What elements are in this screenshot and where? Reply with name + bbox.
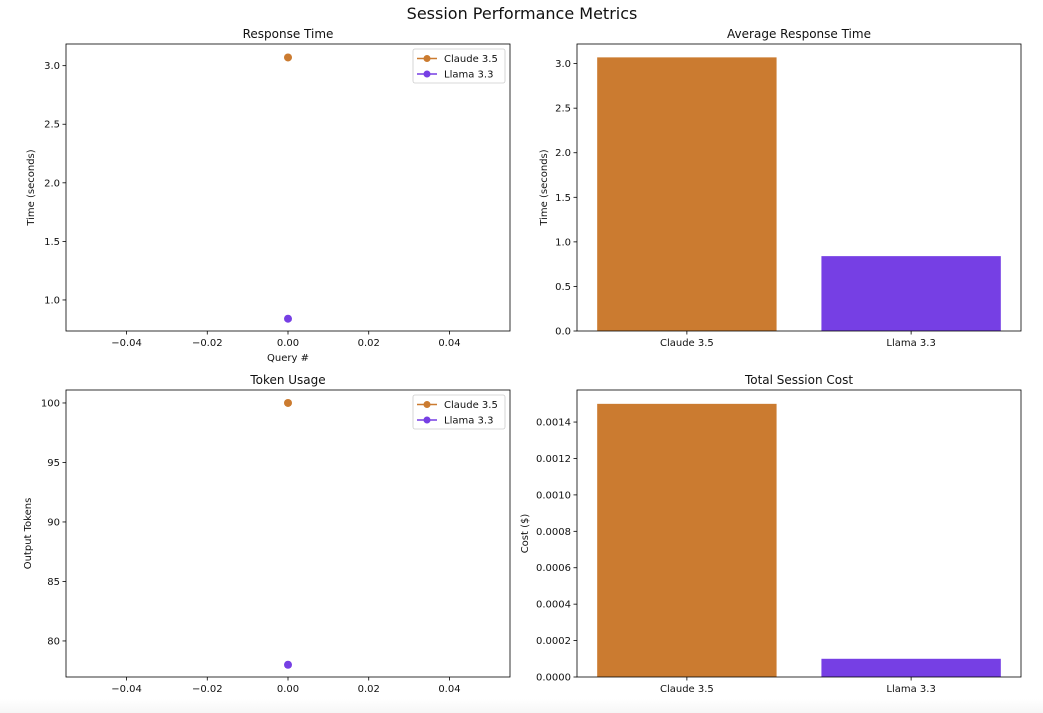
y-tick-label: 0.0010 [536, 490, 571, 501]
y-tick-label: 1.0 [555, 237, 571, 248]
x-axis-label: Query # [267, 353, 309, 364]
subplot-title: Response Time [243, 27, 334, 41]
subplot-3: Token Usage 80 85 90 95 100 −0.04 −0.02 0.00 0.02… [23, 373, 511, 710]
axes-frame [65, 389, 511, 678]
legend: Claude 3.5 Llama 3.3 [412, 394, 506, 430]
x-tick-label: 0.04 [438, 338, 460, 349]
data-point [284, 314, 292, 323]
y-tick-label: 0.0 [555, 327, 571, 338]
bottom-fade [0, 699, 1043, 713]
x-tick-label: −0.02 [192, 338, 223, 349]
y-tick-label: 85 [47, 577, 60, 588]
x-tick-label: 0.00 [277, 684, 299, 695]
y-tick-label: 0.0012 [536, 454, 571, 465]
y-axis-label: Cost ($) [520, 514, 531, 554]
data-point [284, 53, 292, 62]
x-tick-label: −0.02 [192, 684, 223, 695]
subplot-title: Average Response Time [727, 27, 871, 41]
y-axis-label: Output Tokens [23, 498, 34, 570]
axes-frame [576, 389, 1022, 678]
legend-label: Llama 3.3 [444, 70, 493, 81]
legend-marker [423, 416, 431, 424]
y-axis-label: Time (seconds) [26, 149, 37, 226]
y-tick-label: 1.0 [44, 295, 60, 306]
y-tick-label: 0.0002 [536, 636, 571, 647]
y-tick-label: 100 [41, 398, 60, 409]
x-tick-label: Claude 3.5 [660, 338, 714, 349]
y-tick-label: 0.0014 [536, 418, 571, 429]
subplot-2: Average Response Time 0.0 0.5 1.0 1.5 2.0 2.5 3… [539, 27, 1022, 349]
y-tick-label: 0.0008 [536, 527, 571, 538]
y-axis-label: Time (seconds) [539, 149, 550, 226]
y-tick-label: 2.5 [44, 120, 60, 131]
subplot-1: Response Time 1.0 1.5 2.0 2.5 3.0 −0.04 −0.02 0.… [26, 27, 511, 364]
x-tick-label: Llama 3.3 [886, 338, 935, 349]
subplot-title: Token Usage [249, 373, 325, 387]
y-tick-label: 80 [47, 636, 60, 647]
legend-label: Claude 3.5 [444, 54, 498, 65]
axes-frame [576, 43, 1022, 332]
x-tick-label: −0.04 [111, 338, 142, 349]
data-point [284, 398, 292, 407]
legend-marker [423, 70, 431, 78]
y-tick-label: 2.5 [555, 104, 571, 115]
x-tick-label: Claude 3.5 [660, 684, 714, 695]
bar-claude-3-5 [597, 57, 777, 331]
legend-marker [423, 401, 431, 408]
subplot-title: Total Session Cost [744, 373, 853, 387]
y-tick-label: 95 [47, 458, 60, 469]
y-tick-label: 3.0 [44, 61, 60, 72]
legend-marker [423, 55, 431, 62]
axes-frame [65, 43, 511, 332]
x-tick-label: 0.00 [277, 338, 299, 349]
y-tick-label: 0.0000 [536, 673, 571, 684]
x-tick-label: 0.04 [438, 684, 460, 695]
y-tick-label: 1.5 [555, 193, 571, 204]
y-tick-label: 0.0006 [536, 563, 571, 574]
y-tick-label: 2.0 [555, 148, 571, 159]
x-tick-label: Llama 3.3 [886, 684, 935, 695]
legend-label: Llama 3.3 [444, 416, 493, 427]
bar-llama-3-3 [821, 658, 1001, 677]
y-tick-label: 3.0 [555, 59, 571, 70]
x-tick-label: −0.04 [111, 684, 142, 695]
y-tick-label: 0.0004 [536, 600, 571, 611]
y-tick-label: 0.5 [555, 282, 571, 293]
data-point [284, 660, 292, 669]
figure-title: Session Performance Metrics [407, 4, 638, 23]
legend-label: Claude 3.5 [444, 400, 498, 411]
x-tick-label: 0.02 [358, 684, 380, 695]
bar-claude-3-5 [597, 403, 777, 677]
bar-llama-3-3 [821, 256, 1001, 331]
subplot-4: Total Session Cost 0.0000 0.0002 0.0004 0.00… [520, 373, 1022, 695]
y-tick-label: 2.0 [44, 178, 60, 189]
y-tick-label: 90 [47, 517, 60, 528]
x-tick-label: 0.02 [358, 338, 380, 349]
legend: Claude 3.5 Llama 3.3 [412, 48, 506, 84]
y-tick-label: 1.5 [44, 237, 60, 248]
